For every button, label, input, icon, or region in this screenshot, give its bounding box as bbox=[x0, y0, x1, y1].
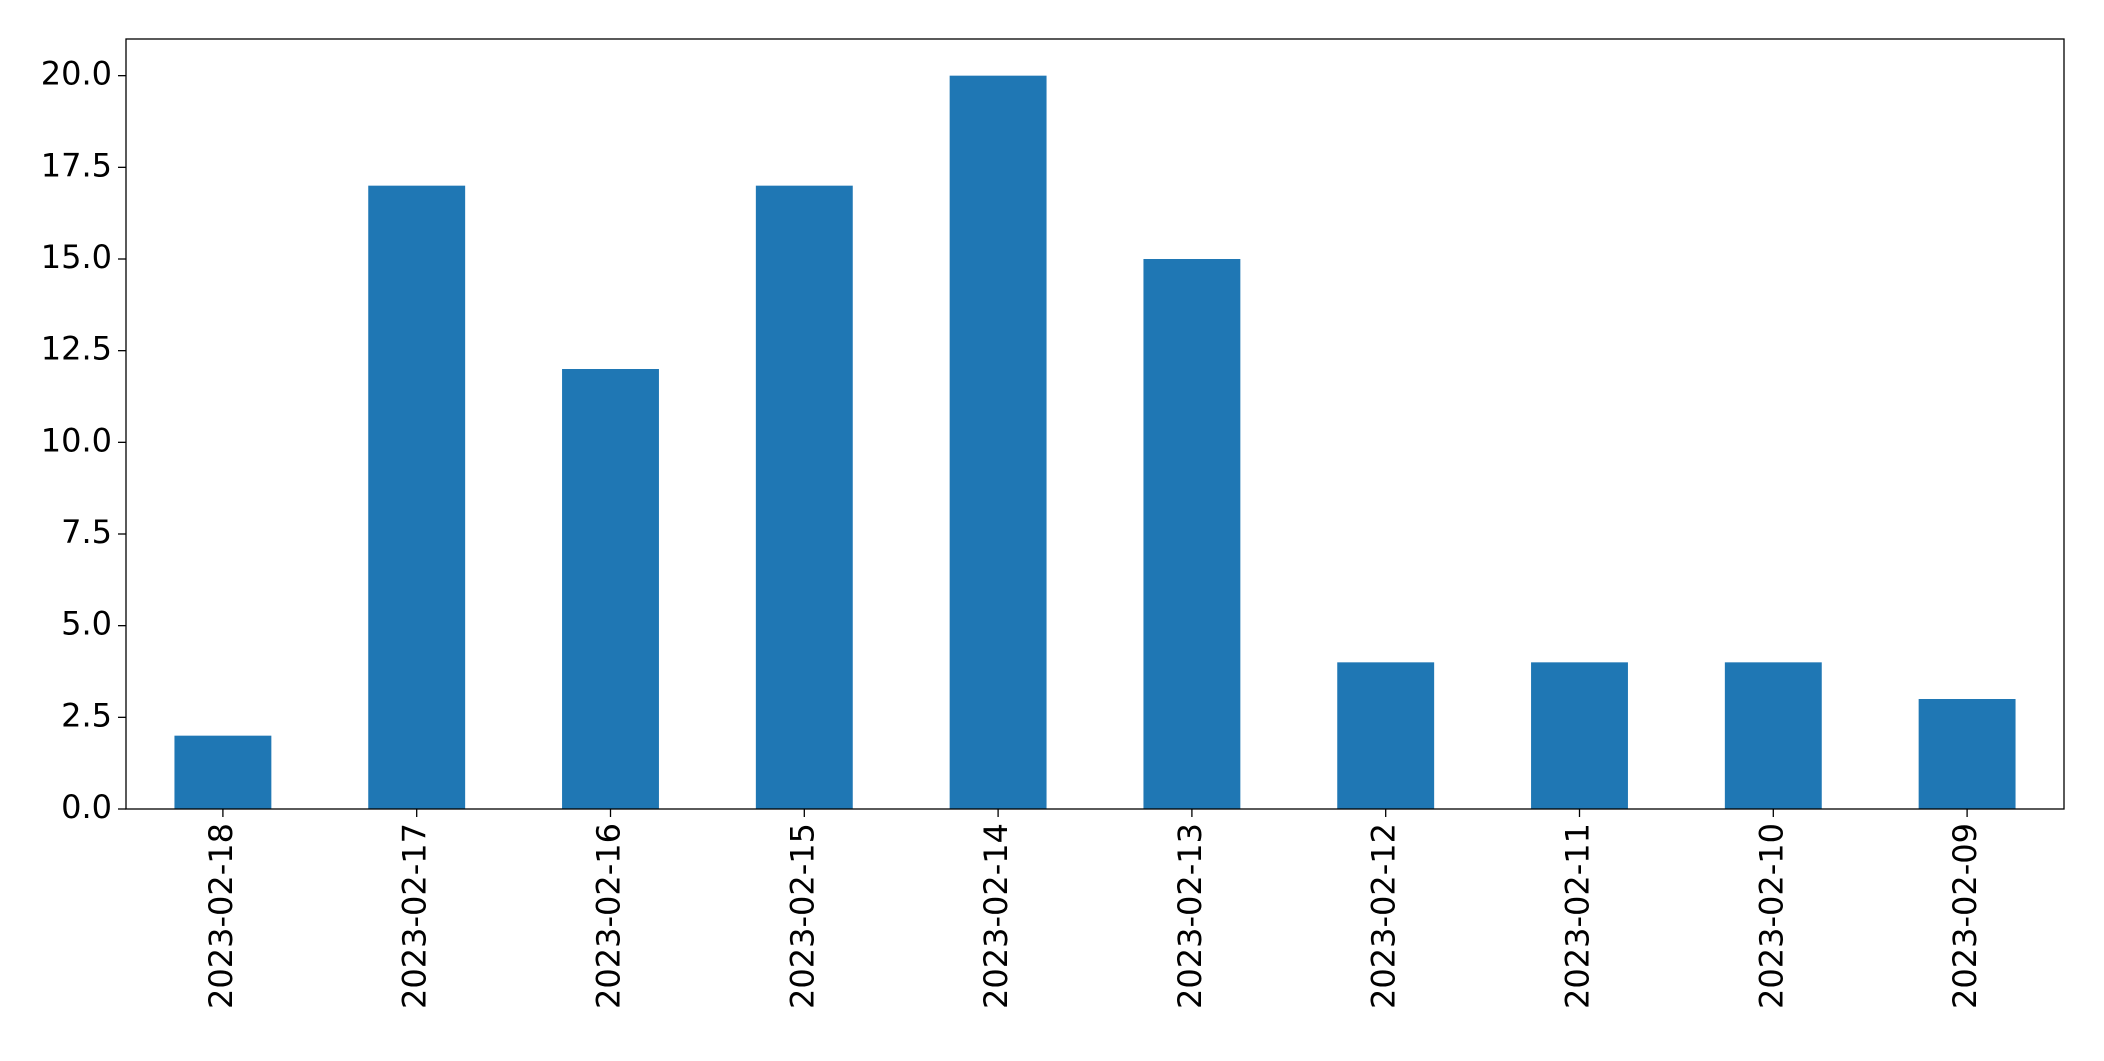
bar bbox=[1918, 699, 2016, 809]
x-tick-label: 2023-02-18 bbox=[202, 823, 240, 1009]
x-tick-label: 2023-02-13 bbox=[1171, 823, 1209, 1009]
y-tick-label: 15.0 bbox=[41, 238, 112, 276]
x-tick-label: 2023-02-12 bbox=[1365, 823, 1403, 1009]
y-tick-label: 10.0 bbox=[41, 421, 112, 459]
plot-frame bbox=[125, 38, 2065, 810]
bar bbox=[1531, 662, 1628, 809]
x-tick-label: 2023-02-14 bbox=[977, 823, 1015, 1009]
y-tick-label: 2.5 bbox=[61, 696, 112, 734]
bar bbox=[1337, 662, 1435, 809]
bar bbox=[949, 75, 1047, 809]
bar bbox=[562, 369, 659, 809]
x-tick-label: 2023-02-17 bbox=[396, 823, 434, 1009]
y-tick-label: 0.0 bbox=[61, 788, 112, 826]
x-tick-label: 2023-02-09 bbox=[1946, 823, 1984, 1009]
x-tick-label: 2023-02-16 bbox=[590, 823, 628, 1009]
x-tick-label: 2023-02-15 bbox=[783, 823, 821, 1009]
y-tick-label: 5.0 bbox=[61, 605, 112, 643]
y-tick-label: 17.5 bbox=[41, 146, 112, 184]
bar bbox=[1143, 259, 1241, 809]
y-tick-label: 7.5 bbox=[61, 513, 112, 551]
y-tick-label: 20.0 bbox=[41, 55, 112, 93]
bar bbox=[174, 735, 272, 809]
bar bbox=[1724, 662, 1822, 809]
bar bbox=[368, 185, 466, 809]
bar bbox=[755, 185, 853, 809]
y-tick-label: 12.5 bbox=[41, 330, 112, 368]
x-tick-label: 2023-02-11 bbox=[1559, 823, 1597, 1009]
x-tick-label: 2023-02-10 bbox=[1752, 823, 1790, 1009]
